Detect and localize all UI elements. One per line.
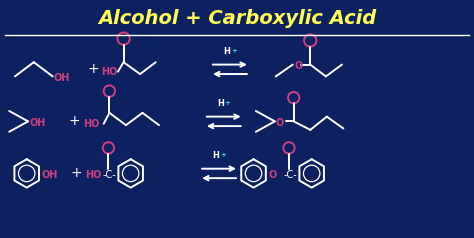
Text: OH: OH [42,170,58,180]
Text: -C-: -C- [283,170,297,180]
Text: O: O [276,118,284,128]
Text: O: O [269,170,277,180]
Text: O: O [295,61,303,71]
Text: H: H [223,47,230,56]
Text: H: H [212,151,219,160]
Text: +: + [220,152,226,158]
Text: -C-: -C- [103,170,117,180]
Text: OH: OH [54,73,70,83]
Text: HO: HO [85,170,101,180]
Text: +: + [87,62,99,76]
Text: +: + [231,48,237,54]
Text: +: + [71,166,82,180]
Text: H: H [217,99,224,108]
Text: HO: HO [101,67,117,77]
Text: HO: HO [83,119,100,129]
Text: +: + [225,100,230,106]
Text: +: + [68,114,80,128]
Text: OH: OH [29,118,46,128]
Text: Alcohol + Carboxylic Acid: Alcohol + Carboxylic Acid [98,9,376,28]
